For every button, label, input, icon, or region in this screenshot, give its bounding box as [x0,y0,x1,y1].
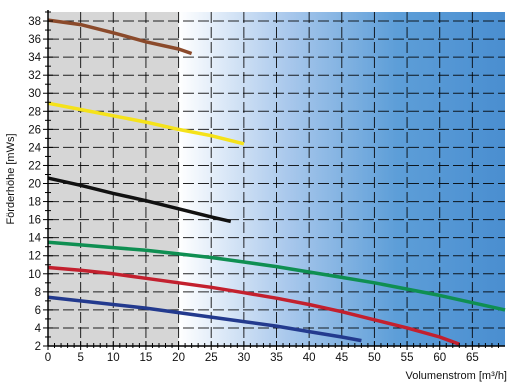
y-tick-label: 38 [28,16,41,28]
y-tick-label: 24 [28,142,41,154]
y-tick-label: 26 [28,124,41,136]
x-tick-label: 10 [107,352,120,364]
x-tick-label: 25 [205,352,218,364]
pump-curve-4 [47,240,506,312]
x-tick-label: 0 [45,352,51,364]
x-tick-label: 15 [140,352,153,364]
y-tick-label: 6 [35,305,41,317]
y-tick-label: 20 [28,179,41,191]
pump-curve-2 [47,101,245,146]
series-lines [47,18,506,346]
y-tick-label: 2 [35,341,41,353]
x-tick-label: 30 [237,352,250,364]
axes [43,10,505,350]
x-tick-label: 60 [433,352,446,364]
x-tick-label: 45 [335,352,348,364]
x-tick-label: 65 [466,352,479,364]
y-tick-label: 32 [28,70,41,82]
y-tick-label: 34 [28,52,41,64]
y-tick-label: 36 [28,34,41,46]
x-tick-label: 40 [303,352,316,364]
y-tick-label: 28 [28,106,41,118]
x-tick-label: 20 [172,352,185,364]
y-tick-label: 14 [28,233,41,245]
y-tick-label: 30 [28,88,41,100]
x-axis-label: Volumenstrom [m³/h] [406,370,507,382]
x-tick-label: 5 [77,352,83,364]
x-tick-label: 55 [401,352,414,364]
y-tick-label: 12 [28,251,41,263]
x-tick-label: 35 [270,352,283,364]
pump-curve-1 [47,18,193,56]
y-tick-label: 22 [28,160,41,172]
y-tick-label: 4 [35,323,42,335]
x-tick-label: 50 [368,352,381,364]
pump-curve-5 [47,265,460,346]
y-tick-label: 10 [28,269,41,281]
y-tick-label: 8 [35,287,41,299]
y-axis-label: Förderhöhe [mWs] [5,133,17,224]
y-tick-label: 18 [28,197,41,209]
pump-curve-6 [47,295,362,343]
pump-curve-3 [47,176,232,224]
grid-lines [48,12,505,347]
y-tick-label: 16 [28,215,41,227]
